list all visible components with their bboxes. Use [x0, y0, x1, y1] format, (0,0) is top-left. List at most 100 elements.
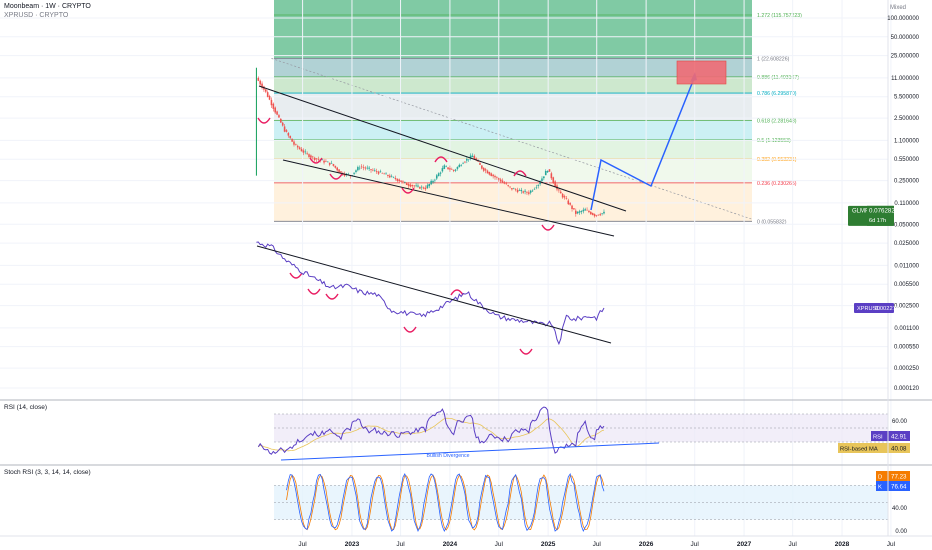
candle-body — [274, 107, 277, 113]
candle-body — [526, 192, 528, 193]
candle-body — [528, 192, 530, 194]
time-axis-tick: 2028 — [835, 541, 850, 548]
candle-body — [266, 92, 269, 97]
candle-body — [413, 185, 416, 187]
candle-body — [571, 205, 573, 210]
candle-body — [336, 167, 339, 171]
fib-zone — [274, 93, 752, 121]
candle-body — [291, 138, 293, 142]
candle-body — [574, 210, 577, 214]
fib-level-label: 0.382 (0.553231) — [757, 157, 797, 163]
candle-body — [494, 175, 496, 178]
candle-body — [573, 208, 575, 210]
candle-body — [280, 118, 282, 123]
candle-body — [340, 171, 342, 173]
stoch-k-badge-value-bg — [885, 481, 910, 491]
candle-body — [259, 80, 261, 85]
pivot-bracket — [309, 157, 323, 164]
price-axis-tick: 0.550000 — [894, 157, 920, 163]
candle-body — [325, 161, 327, 162]
candle-body — [595, 215, 598, 216]
candle-body — [338, 169, 340, 173]
candle-body — [364, 167, 367, 169]
candle-body — [293, 141, 295, 145]
candle-body — [375, 171, 378, 172]
candle-body — [276, 111, 278, 115]
glmr-value-bg — [867, 205, 894, 226]
rsi-value: 42.91 — [891, 434, 907, 441]
target-zone — [676, 60, 727, 85]
time-axis-tick: Jul — [495, 541, 504, 548]
stoch-k-value: 76.64 — [891, 484, 907, 491]
fib-level-label: 0.618 (2.281648) — [757, 119, 797, 125]
candle-body — [287, 133, 290, 136]
rsi-badge-value-bg — [885, 431, 910, 441]
candle-body — [332, 164, 335, 166]
candle-body — [541, 178, 543, 182]
stoch-axis-tick: 0.00 — [895, 529, 907, 535]
candle-body — [454, 169, 457, 171]
candle-body — [355, 170, 357, 173]
time-axis-tick: Jul — [298, 541, 307, 548]
candle-body — [407, 184, 410, 186]
pivot-bracket — [403, 326, 417, 333]
candle-body — [597, 214, 600, 216]
candle-body — [437, 173, 440, 177]
fib-zone — [274, 139, 752, 160]
candle-body — [512, 188, 515, 190]
candle-body — [390, 175, 393, 177]
time-axis-tick: Jul — [593, 541, 602, 548]
candle-body — [603, 211, 605, 214]
time-axis-tick: 2024 — [443, 541, 458, 548]
candle-body — [552, 177, 555, 183]
candle-body — [447, 167, 449, 170]
candle-body — [501, 180, 504, 183]
candle-body — [313, 157, 316, 161]
fib-zone — [274, 0, 752, 59]
stoch-d-badge-name: D — [878, 475, 882, 481]
candle-body — [441, 168, 444, 172]
stoch-k-line — [286, 473, 605, 533]
price-axis-tick: 0.000120 — [894, 386, 920, 392]
candle-body — [563, 196, 566, 198]
candle-body — [509, 186, 511, 188]
rsi-badge-name-bg — [871, 431, 885, 441]
candle-body — [550, 173, 553, 179]
pivot-bracket — [519, 348, 533, 355]
candle-body — [308, 154, 310, 158]
scale-mode-label[interactable]: Mixed — [889, 5, 906, 11]
candle-body — [490, 173, 493, 177]
projection-path — [590, 75, 696, 211]
pivot-bracket — [289, 272, 303, 279]
candle-body — [265, 89, 267, 92]
price-axis-tick: 5.500000 — [894, 95, 920, 101]
candle-body — [419, 186, 421, 189]
candle-body — [302, 150, 305, 153]
fib-zone — [274, 159, 752, 183]
candle-body — [591, 213, 594, 215]
candle-body — [398, 179, 400, 182]
candle-body — [420, 186, 423, 188]
stoch-d-value: 77.23 — [891, 474, 907, 481]
price-pane — [255, 60, 727, 355]
candle-body — [372, 169, 374, 171]
price-axis-tick: 2.500000 — [894, 116, 920, 122]
candle-body — [366, 167, 369, 169]
candle-body — [464, 161, 466, 163]
fib-level-label: 1.272 (115.757223) — [757, 13, 802, 19]
candle-body — [503, 182, 506, 184]
time-axis-tick: 2026 — [639, 541, 654, 548]
price-axis-tick: 0.000550 — [894, 345, 920, 351]
candle-body — [544, 171, 547, 176]
stoch-band — [274, 485, 888, 520]
candle-body — [383, 173, 385, 175]
candle-body — [392, 176, 395, 178]
chart-title: Moonbeam · 1W · CRYPTO — [4, 3, 91, 10]
fib-level-label: 1 (22.608226) — [757, 56, 790, 62]
resistance-trendline — [258, 85, 627, 212]
stoch-pane-label: Stoch RSI (3, 3, 14, 14, close) — [4, 469, 91, 476]
support-trendline — [282, 159, 615, 237]
pivot-bracket — [307, 288, 321, 295]
candle-body — [327, 161, 329, 163]
